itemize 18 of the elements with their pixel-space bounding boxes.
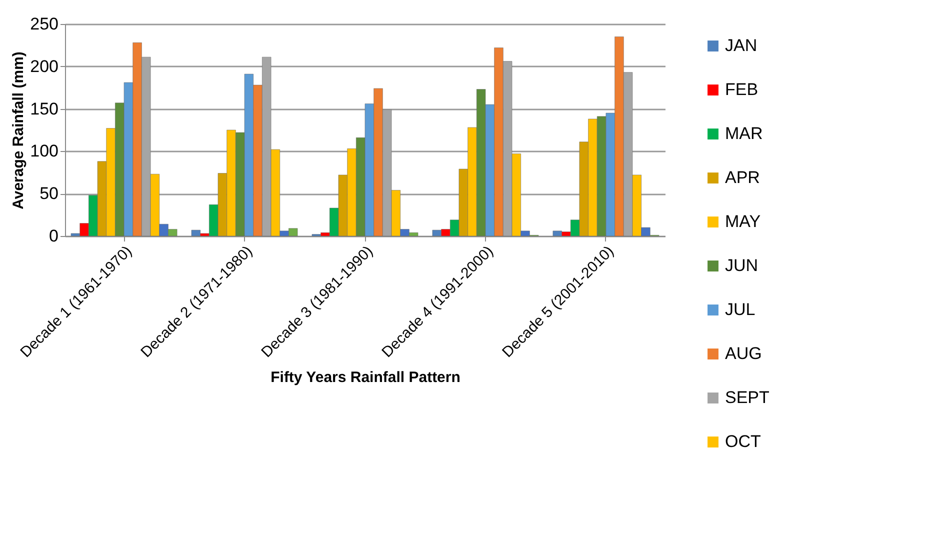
y-tick-label: 100 <box>30 142 58 161</box>
y-tick-label: 200 <box>30 56 58 76</box>
legend-label: JUN <box>725 256 758 275</box>
y-tick-label: 0 <box>49 226 58 246</box>
legend-label: APR <box>725 168 760 187</box>
y-axis-title: Average Rainfall (mm) <box>10 52 28 210</box>
legend-label: JAN <box>725 36 758 55</box>
x-axis-title: Fifty Years Rainfall Pattern <box>270 369 460 386</box>
legend-label: MAR <box>725 124 763 143</box>
y-tick-label: 250 <box>30 14 58 34</box>
y-tick-label: 150 <box>30 99 58 118</box>
legend-label: FEB <box>725 80 758 99</box>
legend-label: AUG <box>725 344 762 363</box>
legend-label: JUL <box>725 300 756 319</box>
y-tick-label: 50 <box>40 184 58 204</box>
legend-label: OCT <box>725 432 761 451</box>
legend-label: MAY <box>725 212 761 231</box>
legend-label: SEPT <box>725 388 770 407</box>
